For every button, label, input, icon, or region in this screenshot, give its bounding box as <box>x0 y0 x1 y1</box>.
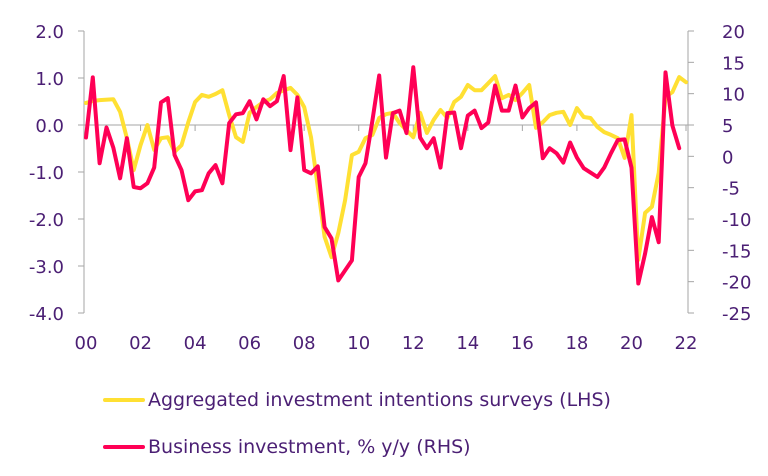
x-axis-tick-label: 08 <box>293 333 316 354</box>
left-axis-tick-label: -1.0 <box>29 163 64 184</box>
x-axis-tick-label: 12 <box>402 333 425 354</box>
left-axis-tick-label: 0.0 <box>35 116 64 137</box>
right-axis-tick-label: -25 <box>722 304 751 325</box>
x-axis-tick-label: 04 <box>184 333 207 354</box>
left-axis-tick-label: -2.0 <box>29 210 64 231</box>
right-axis-tick-label: -15 <box>722 241 751 262</box>
x-axis-tick-label: 16 <box>511 333 534 354</box>
x-axis-tick-label: 14 <box>456 333 479 354</box>
right-axis-tick-label: 20 <box>722 22 745 43</box>
x-axis-tick-label: 02 <box>129 333 152 354</box>
series-layer <box>84 65 688 286</box>
left-axis-tick-label: -4.0 <box>29 304 64 325</box>
legend-swatch-survey <box>103 398 145 402</box>
right-axis-tick-label: 10 <box>722 85 745 106</box>
left-axis-tick-label: 1.0 <box>35 69 64 90</box>
legend-label-survey: Aggregated investment intentions surveys… <box>148 389 611 411</box>
legend-label-business-investment: Business investment, % y/y (RHS) <box>148 436 471 458</box>
legend-item-survey: Aggregated investment intentions surveys… <box>103 382 611 418</box>
right-axis-tick-label: 5 <box>722 116 733 137</box>
legend-item-business-investment: Business investment, % y/y (RHS) <box>103 429 611 465</box>
x-axis-tick-label: 10 <box>347 333 370 354</box>
legend-swatch-business-investment <box>103 445 145 449</box>
x-axis-tick-label: 18 <box>565 333 588 354</box>
right-axis-tick-label: -10 <box>722 210 751 231</box>
x-axis-tick-label: 20 <box>620 333 643 354</box>
legend: Aggregated investment intentions surveys… <box>103 382 611 476</box>
x-axis-tick-label: 00 <box>75 333 98 354</box>
right-axis-tick-label: -20 <box>722 273 751 294</box>
left-axis-tick-label: -3.0 <box>29 257 64 278</box>
right-axis-tick-label: -5 <box>722 179 740 200</box>
chart: 2.0 1.0 0.0 -1.0 -2.0 -3.0 -4.0 20 15 10 5 0 -5 -10 -1… <box>29 22 752 354</box>
left-axis-tick-label: 2.0 <box>35 22 64 43</box>
right-axis-tick-label: 0 <box>722 147 733 168</box>
series-line-investment-intentions <box>84 74 688 262</box>
x-axis-tick-label: 06 <box>238 333 261 354</box>
x-axis-tick-label: 22 <box>675 333 698 354</box>
axes: 2.0 1.0 0.0 -1.0 -2.0 -3.0 -4.0 20 15 10 5 0 -5 -10 -1… <box>29 22 752 354</box>
series-line-business-investment <box>84 65 682 286</box>
right-axis-tick-label: 15 <box>722 53 745 74</box>
